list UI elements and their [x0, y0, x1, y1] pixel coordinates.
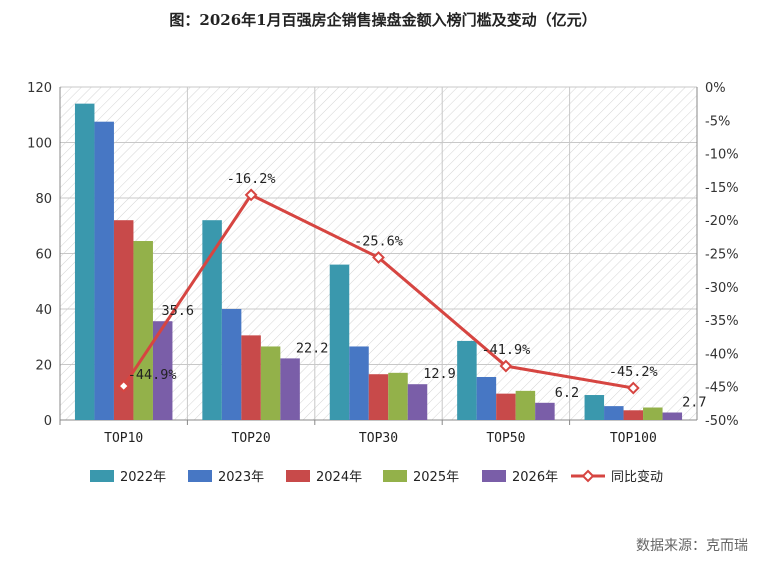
legend-label: 2025年 [413, 470, 459, 485]
bar-2024年 [368, 374, 389, 420]
bar-2026年 [407, 384, 428, 420]
bar-2022年 [74, 103, 95, 421]
bar-2023年 [604, 406, 624, 420]
legend-swatch [90, 470, 114, 482]
legend-swatch [482, 470, 506, 482]
legend-marker [581, 469, 595, 483]
y-left-tick-label: 80 [35, 192, 52, 207]
bar-2026年 [662, 412, 683, 420]
bar-2026年 [535, 402, 555, 420]
legend-item: 同比变动 [571, 469, 663, 485]
y-right-tick-label: -50% [705, 414, 739, 429]
x-category-label: TOP50 [486, 431, 525, 446]
y-right-tick-label: -15% [705, 181, 739, 196]
bar-2023年 [476, 376, 497, 420]
bar-2024年 [241, 335, 261, 420]
y-right-tick-label: -10% [705, 148, 739, 163]
bar-value-label: 6.2 [555, 385, 579, 401]
bar-2022年 [457, 340, 477, 420]
x-category-label: TOP30 [359, 431, 398, 446]
bar-2025年 [643, 407, 663, 420]
y-right-tick-label: -25% [705, 248, 739, 263]
yoy-point-marker [244, 188, 258, 202]
legend-label: 2024年 [316, 470, 362, 485]
y-right-tick-label: -5% [705, 114, 730, 129]
bar-2024年 [113, 220, 134, 420]
yoy-point-marker [372, 251, 385, 264]
bar-2022年 [584, 395, 605, 420]
legend: 2022年 2023年 2024年 2025年 2026年 同比变动 [90, 469, 663, 485]
yoy-value-label: -44.9% [128, 367, 177, 383]
legend-item: 2024年 [286, 470, 362, 485]
bar-2025年 [260, 346, 281, 420]
legend-swatch [383, 470, 407, 482]
y-left-tick-label: 40 [35, 303, 52, 318]
y-left-tick-label: 60 [35, 248, 52, 263]
yoy-value-label: -25.6% [354, 233, 403, 249]
source-note: 数据来源：克而瑞 [636, 538, 748, 554]
legend-label: 2023年 [218, 470, 264, 485]
yoy-value-label: -41.9% [482, 342, 531, 358]
bar-2026年 [280, 358, 300, 420]
x-category-label: TOP100 [610, 431, 657, 446]
legend-label: 2022年 [120, 470, 166, 485]
legend-item: 2026年 [482, 470, 558, 485]
bar-2024年 [496, 393, 516, 420]
bar-2023年 [94, 121, 114, 420]
yoy-point-marker [117, 379, 131, 393]
y-right-tick-label: 0% [705, 81, 726, 96]
bar-2026年 [152, 321, 173, 420]
y-right-tick-label: -45% [705, 381, 739, 396]
y-right-tick-label: -40% [705, 347, 739, 362]
y-left-tick-label: 0 [44, 414, 52, 429]
yoy-value-label: -16.2% [227, 171, 276, 187]
bars [74, 103, 683, 421]
legend-swatch [188, 470, 212, 482]
bar-2022年 [202, 220, 222, 420]
y-right-tick-label: -20% [705, 214, 739, 229]
bar-2025年 [388, 372, 408, 420]
legend-item: 2022年 [90, 470, 166, 485]
axes: 0 20 40 60 80 100 120 0% -5% -10% -15% -20% -25% -30%… [27, 81, 738, 446]
bar-2022年 [329, 264, 350, 420]
yoy-line [117, 188, 640, 395]
yoy-point-marker [499, 359, 513, 373]
bar-value-label: 35.6 [161, 303, 194, 319]
chart-title: 图：2026年1月百强房企销售操盘金额入榜门槛及变动（亿元） [169, 11, 596, 29]
yoy-point-marker [626, 381, 640, 395]
legend-swatch [286, 470, 310, 482]
y-right-tick-label: -35% [705, 314, 739, 329]
yoy-value-label: -45.2% [609, 364, 658, 380]
legend-label: 2026年 [512, 470, 558, 485]
data-labels: 35.6 22.2 12.9 6.2 2.7 -44.9% -16.2% -25.6% -41.… [128, 171, 707, 411]
y-left-tick-label: 20 [35, 359, 52, 374]
bar-value-label: 12.9 [423, 366, 456, 382]
bar-2025年 [133, 241, 153, 420]
y-left-tick-label: 100 [27, 137, 52, 152]
legend-item: 2025年 [383, 470, 459, 485]
x-category-label: TOP20 [232, 431, 271, 446]
bar-value-label: 2.7 [682, 395, 706, 411]
bar-2023年 [349, 346, 369, 420]
legend-label: 同比变动 [611, 469, 663, 485]
y-left-tick-label: 120 [27, 81, 52, 96]
x-category-label: TOP10 [104, 431, 143, 446]
legend-item: 2023年 [188, 470, 264, 485]
bar-2024年 [623, 410, 644, 420]
y-right-tick-label: -30% [705, 281, 739, 296]
bar-2025年 [515, 390, 536, 420]
bar-2023年 [221, 309, 242, 420]
bar-value-label: 22.2 [296, 340, 329, 356]
